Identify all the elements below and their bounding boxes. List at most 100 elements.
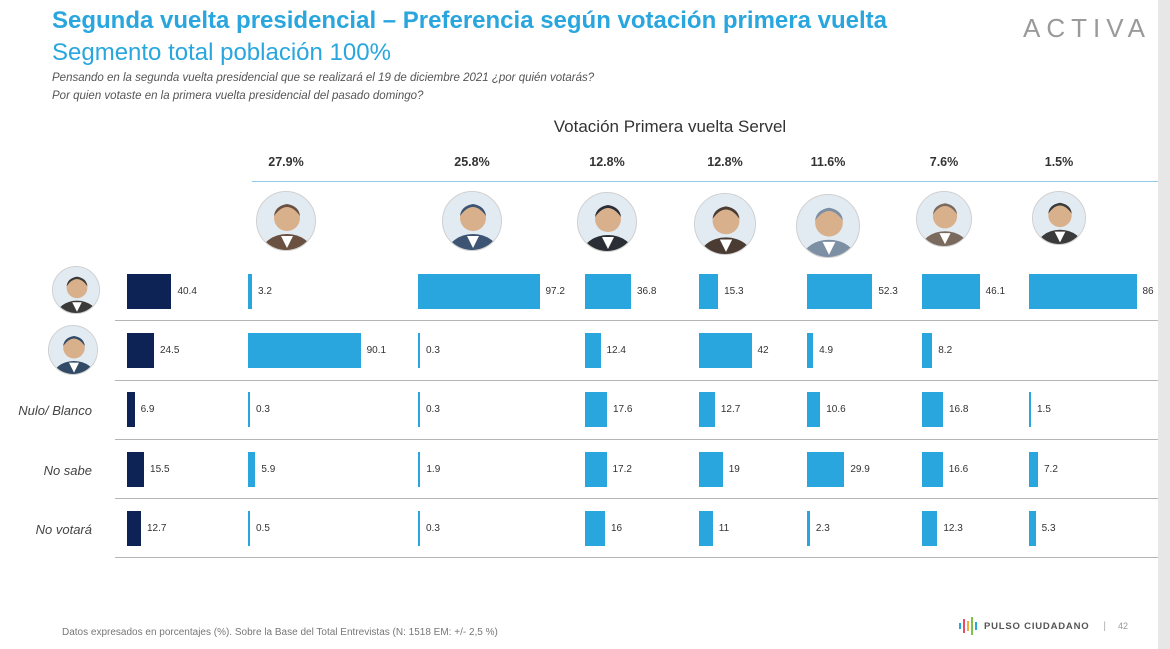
segment-bar xyxy=(699,452,723,487)
value-label: 15.5 xyxy=(150,463,170,475)
row-label: Nulo/ Blanco xyxy=(18,403,92,418)
segment-bar xyxy=(585,274,631,309)
row-divider xyxy=(115,557,1158,558)
value-label: 12.3 xyxy=(943,522,963,534)
row-divider xyxy=(115,439,1158,440)
segment-bar xyxy=(1029,511,1036,546)
segment-bar xyxy=(922,274,980,309)
candidate-portrait-icon xyxy=(694,193,756,255)
segment-bar xyxy=(248,452,256,487)
row-label: No sabe xyxy=(43,463,92,478)
candidate-portrait-icon xyxy=(256,191,316,251)
value-label: 2.3 xyxy=(815,522,830,534)
value-label: 7.2 xyxy=(1044,463,1058,475)
value-label: 0.3 xyxy=(426,344,440,356)
candidate-portrait-icon xyxy=(1032,191,1086,245)
segment-bar xyxy=(1029,392,1031,427)
column-vote-share: 11.6% xyxy=(810,155,846,169)
segment-bar xyxy=(418,452,421,487)
value-label: 0.3 xyxy=(256,403,270,415)
value-label: 12.7 xyxy=(146,522,167,534)
footer-separator: | xyxy=(1103,620,1107,632)
segment-bar xyxy=(418,392,420,427)
value-label: 86 xyxy=(1142,285,1154,297)
value-label: 16.8 xyxy=(949,403,969,415)
pulso-ciudadano-brand: PULSO CIUDADANO | 42 xyxy=(958,617,1128,635)
segment-bar xyxy=(1029,452,1038,487)
segment-bar xyxy=(585,511,605,546)
value-label: 3.2 xyxy=(258,285,272,297)
value-label: 4.9 xyxy=(819,344,834,356)
chart-group-title: Votación Primera vuelta Servel xyxy=(553,117,787,136)
row-divider xyxy=(115,320,1158,321)
value-label: 12.4 xyxy=(606,344,626,356)
value-label: 17.2 xyxy=(612,463,632,475)
segment-bar xyxy=(807,452,845,487)
pulso-brand-name: PULSO CIUDADANO xyxy=(984,620,1090,632)
candidate-portrait-icon xyxy=(442,191,502,251)
column-vote-share: 1.5% xyxy=(1044,155,1074,169)
value-label: 0.5 xyxy=(256,522,270,534)
candidate-portrait-icon xyxy=(52,266,100,314)
segment-bar xyxy=(699,392,715,427)
value-label: 6.9 xyxy=(140,403,155,415)
value-label: 0.3 xyxy=(426,522,440,534)
header-divider xyxy=(252,181,1158,182)
segment-bar xyxy=(1029,274,1137,309)
column-vote-share: 27.9% xyxy=(268,155,304,169)
segment-bar xyxy=(807,511,810,546)
row-divider xyxy=(115,498,1158,499)
column-vote-share: 12.8% xyxy=(707,155,743,169)
page-number: 42 xyxy=(1118,621,1129,631)
value-label: 10.6 xyxy=(826,403,846,415)
value-label: 12.7 xyxy=(720,403,741,415)
segment-bar xyxy=(248,333,361,368)
segment-bar xyxy=(248,274,252,309)
total-bar xyxy=(127,511,141,546)
segment-bar xyxy=(248,392,250,427)
total-bar xyxy=(127,333,154,368)
segment-bar xyxy=(922,333,933,368)
segment-bar xyxy=(807,274,873,309)
activa-logo: ACTIVA xyxy=(1023,13,1151,43)
value-label: 24.5 xyxy=(159,344,180,356)
right-edge xyxy=(1158,0,1170,649)
page-title: Segunda vuelta presidencial – Preferenci… xyxy=(52,7,887,34)
value-label: 5.9 xyxy=(261,463,276,475)
value-label: 1.5 xyxy=(1037,403,1051,415)
candidate-portrait-icon xyxy=(916,191,972,247)
value-label: 16 xyxy=(611,522,623,534)
segment-bar xyxy=(418,511,420,546)
value-label: 15.3 xyxy=(724,285,744,297)
segment-bar xyxy=(807,392,821,427)
column-vote-share: 25.8% xyxy=(454,155,490,169)
value-label: 11 xyxy=(718,522,730,534)
value-label: 29.9 xyxy=(850,463,870,475)
survey-question-2: Por quien votaste en la primera vuelta p… xyxy=(52,90,424,102)
value-label: 97.2 xyxy=(545,285,565,297)
row-label: No votará xyxy=(35,522,92,537)
segment-bar xyxy=(922,452,943,487)
segment-bar xyxy=(699,333,752,368)
segment-bar xyxy=(418,333,420,368)
value-label: 36.8 xyxy=(637,285,657,297)
value-label: 52.3 xyxy=(878,285,898,297)
segment-bar xyxy=(699,511,713,546)
pulso-logo-icon xyxy=(959,617,977,635)
value-label: 19 xyxy=(728,463,740,475)
segment-bar xyxy=(418,274,540,309)
value-label: 0.3 xyxy=(426,403,440,415)
segment-bar xyxy=(248,511,250,546)
value-label: 90.1 xyxy=(366,344,387,356)
candidate-portrait-icon xyxy=(796,194,860,258)
segment-bar xyxy=(807,333,814,368)
value-label: 17.6 xyxy=(613,403,633,415)
segment-bar xyxy=(585,333,601,368)
segment-bar xyxy=(699,274,719,309)
survey-question-1: Pensando en la segunda vuelta presidenci… xyxy=(52,72,595,84)
segment-bar xyxy=(585,452,607,487)
footer-note: Datos expresados en porcentajes (%). Sob… xyxy=(62,627,498,638)
value-label: 5.3 xyxy=(1041,522,1056,534)
value-label: 42 xyxy=(757,344,769,356)
total-bar xyxy=(127,274,172,309)
